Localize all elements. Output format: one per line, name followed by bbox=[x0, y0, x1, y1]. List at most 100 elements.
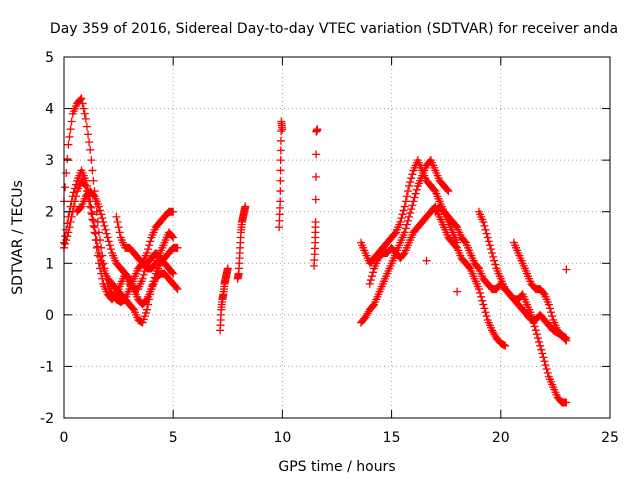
data-point bbox=[91, 229, 100, 238]
data-point bbox=[77, 94, 86, 103]
data-point bbox=[403, 187, 412, 196]
data-point bbox=[476, 288, 485, 297]
data-point bbox=[453, 287, 462, 296]
data-point bbox=[480, 221, 489, 230]
data-point bbox=[278, 125, 287, 134]
data-point bbox=[169, 233, 178, 242]
data-point bbox=[501, 341, 510, 350]
data-point bbox=[488, 248, 497, 257]
data-point bbox=[562, 334, 571, 343]
data-point bbox=[400, 202, 409, 211]
series-pass-10h bbox=[275, 117, 287, 232]
x-tick-label: 20 bbox=[492, 430, 510, 446]
data-point bbox=[422, 256, 431, 265]
series-pass-11h bbox=[310, 125, 322, 270]
y-tick-label: 3 bbox=[45, 153, 54, 169]
series-pass-7h bbox=[216, 264, 232, 335]
data-point bbox=[84, 130, 93, 139]
data-point bbox=[478, 296, 487, 305]
y-tick-label: 1 bbox=[45, 256, 54, 272]
data-point bbox=[138, 274, 147, 283]
data-point bbox=[399, 206, 408, 215]
data-point bbox=[86, 145, 95, 154]
data-point bbox=[406, 178, 415, 187]
data-point bbox=[172, 283, 181, 292]
data-point bbox=[400, 228, 409, 237]
data-point bbox=[277, 127, 286, 136]
data-point bbox=[82, 181, 91, 190]
data-point bbox=[409, 197, 418, 206]
data-point bbox=[72, 180, 81, 189]
data-point bbox=[483, 233, 492, 242]
data-point bbox=[276, 197, 285, 206]
y-tick-label: 2 bbox=[45, 205, 54, 221]
series-track-d bbox=[73, 187, 178, 294]
data-point bbox=[146, 290, 155, 299]
data-point bbox=[81, 114, 90, 123]
data-point bbox=[61, 239, 70, 248]
data-points bbox=[60, 94, 571, 407]
data-point bbox=[402, 220, 411, 229]
series-track-h bbox=[365, 202, 510, 350]
series-isolated bbox=[422, 256, 571, 296]
y-tick-label: 5 bbox=[45, 50, 54, 66]
data-point bbox=[482, 312, 491, 321]
data-point bbox=[87, 156, 96, 165]
data-point bbox=[531, 326, 540, 335]
data-point bbox=[311, 218, 320, 227]
data-point bbox=[88, 166, 97, 175]
data-point bbox=[85, 138, 94, 147]
data-point bbox=[144, 245, 153, 254]
data-point bbox=[276, 136, 285, 145]
data-point bbox=[408, 201, 417, 210]
data-point bbox=[539, 353, 548, 362]
data-point bbox=[402, 192, 411, 201]
data-point bbox=[474, 285, 483, 294]
x-tick-label: 5 bbox=[169, 430, 178, 446]
data-point bbox=[444, 187, 453, 196]
data-point bbox=[63, 154, 72, 163]
plot-frame bbox=[63, 56, 611, 419]
data-point bbox=[101, 225, 110, 234]
series-track-f bbox=[357, 156, 453, 327]
data-point bbox=[366, 276, 375, 285]
data-point bbox=[103, 233, 112, 242]
data-point bbox=[89, 216, 98, 225]
data-point bbox=[67, 117, 76, 126]
data-point bbox=[276, 176, 285, 185]
data-point bbox=[100, 221, 109, 230]
data-point bbox=[142, 305, 151, 314]
series-track-e bbox=[112, 212, 178, 273]
data-point bbox=[477, 292, 486, 301]
data-point bbox=[406, 209, 415, 218]
data-point bbox=[365, 279, 374, 288]
data-point bbox=[79, 104, 88, 113]
data-point bbox=[92, 243, 101, 252]
data-point bbox=[443, 185, 452, 194]
data-point bbox=[98, 214, 107, 223]
data-point bbox=[173, 243, 182, 252]
data-point bbox=[67, 197, 76, 206]
x-tick-label: 10 bbox=[273, 430, 291, 446]
data-point bbox=[68, 192, 77, 201]
data-point bbox=[115, 228, 124, 237]
data-point bbox=[97, 210, 106, 219]
data-point bbox=[541, 361, 550, 370]
data-point bbox=[411, 189, 420, 198]
chart-title: Day 359 of 2016, Sidereal Day-to-day VTE… bbox=[50, 21, 618, 37]
data-point bbox=[484, 237, 493, 246]
data-point bbox=[61, 232, 70, 241]
data-point bbox=[408, 170, 417, 179]
data-point bbox=[485, 241, 494, 250]
data-point bbox=[69, 188, 78, 197]
data-point bbox=[94, 202, 103, 211]
data-point bbox=[146, 237, 155, 246]
y-tick-label: 0 bbox=[45, 308, 54, 324]
data-point bbox=[148, 281, 157, 290]
data-point bbox=[105, 241, 114, 250]
axis-ticks: 0 5 10 15 20 25 -2 -1 0 1 2 3 4 5 bbox=[40, 50, 619, 446]
x-tick-label: 0 bbox=[60, 430, 69, 446]
data-point bbox=[104, 237, 113, 246]
